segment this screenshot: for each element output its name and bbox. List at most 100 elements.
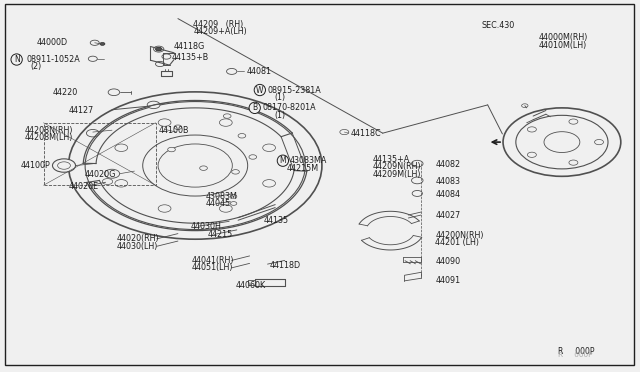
Text: 43083M: 43083M — [206, 192, 238, 201]
Circle shape — [86, 129, 99, 137]
Circle shape — [168, 147, 175, 152]
Text: 44135+A: 44135+A — [372, 155, 410, 164]
Circle shape — [154, 46, 164, 52]
Circle shape — [412, 177, 423, 184]
Text: 44135: 44135 — [264, 216, 289, 225]
Text: SEC.430: SEC.430 — [481, 21, 515, 30]
Circle shape — [158, 119, 171, 126]
Text: 44215: 44215 — [208, 230, 233, 239]
Text: 44208N(RH): 44208N(RH) — [24, 126, 73, 135]
Text: W: W — [256, 86, 264, 94]
Circle shape — [230, 195, 237, 198]
Text: 44209M(LH): 44209M(LH) — [372, 170, 421, 179]
Bar — [44, 123, 156, 185]
Text: 44082: 44082 — [435, 160, 460, 169]
Circle shape — [108, 89, 120, 96]
Text: 44215M: 44215M — [287, 164, 319, 173]
Circle shape — [156, 47, 162, 51]
Text: 44030H: 44030H — [191, 222, 221, 231]
Circle shape — [162, 54, 171, 59]
Text: 44118D: 44118D — [270, 262, 301, 270]
Text: 08170-8201A: 08170-8201A — [262, 103, 316, 112]
Text: 44020E: 44020E — [68, 182, 99, 190]
Circle shape — [104, 169, 120, 178]
Circle shape — [569, 119, 578, 124]
Circle shape — [220, 119, 232, 126]
Circle shape — [156, 61, 164, 67]
Circle shape — [503, 108, 621, 176]
Text: 44027: 44027 — [435, 211, 460, 219]
Text: 44209+A(LH): 44209+A(LH) — [193, 27, 247, 36]
Circle shape — [516, 115, 608, 169]
Text: 44118C: 44118C — [351, 129, 381, 138]
Circle shape — [227, 68, 237, 74]
Circle shape — [174, 125, 182, 129]
Text: R     000P: R 000P — [558, 347, 595, 356]
Circle shape — [230, 202, 237, 205]
Text: N: N — [14, 55, 19, 64]
Text: 44000D: 44000D — [37, 38, 68, 47]
Circle shape — [527, 152, 536, 157]
Circle shape — [68, 92, 322, 239]
Circle shape — [412, 190, 422, 196]
Text: 44220: 44220 — [52, 88, 77, 97]
Circle shape — [238, 134, 246, 138]
Text: 08911-1052A: 08911-1052A — [27, 55, 81, 64]
Text: 44090: 44090 — [435, 257, 460, 266]
Circle shape — [232, 170, 239, 174]
Circle shape — [522, 104, 528, 108]
Text: 08915-2381A: 08915-2381A — [268, 86, 321, 94]
Circle shape — [147, 101, 160, 109]
Text: 44041(RH): 44041(RH) — [192, 256, 234, 265]
Circle shape — [340, 129, 349, 135]
Circle shape — [262, 180, 275, 187]
Circle shape — [143, 135, 248, 196]
Text: 44091: 44091 — [435, 276, 460, 285]
Circle shape — [262, 144, 275, 151]
Text: 44208M(LH): 44208M(LH) — [24, 133, 73, 142]
Text: 44060K: 44060K — [236, 281, 266, 290]
Text: 44030(LH): 44030(LH) — [116, 242, 158, 251]
Circle shape — [527, 127, 536, 132]
Circle shape — [100, 42, 105, 45]
Text: 44201 (LH): 44201 (LH) — [435, 238, 479, 247]
Circle shape — [595, 140, 604, 145]
Text: 44200N(RH): 44200N(RH) — [435, 231, 484, 240]
Text: 44020(RH): 44020(RH) — [116, 234, 159, 243]
Text: 44083: 44083 — [435, 177, 460, 186]
Text: (1): (1) — [274, 93, 285, 102]
Text: 44084: 44084 — [435, 190, 460, 199]
Text: R     000P: R 000P — [558, 352, 593, 358]
Circle shape — [223, 114, 231, 118]
Circle shape — [200, 166, 207, 170]
Text: 44135+B: 44135+B — [172, 53, 209, 62]
Circle shape — [569, 160, 578, 165]
Text: B: B — [252, 103, 257, 112]
Circle shape — [412, 160, 423, 167]
Circle shape — [58, 162, 70, 169]
Text: 44010M(LH): 44010M(LH) — [539, 41, 587, 50]
Text: M: M — [280, 156, 286, 165]
Text: 44127: 44127 — [69, 106, 94, 115]
Circle shape — [90, 40, 99, 45]
Text: 44209N(RH): 44209N(RH) — [372, 162, 421, 171]
Circle shape — [115, 144, 128, 151]
Text: (2): (2) — [31, 62, 42, 71]
Circle shape — [220, 205, 232, 212]
Text: 44081: 44081 — [247, 67, 272, 76]
Circle shape — [115, 180, 128, 187]
Circle shape — [88, 56, 97, 61]
Circle shape — [544, 132, 580, 153]
Text: 44100B: 44100B — [159, 126, 189, 135]
Text: (1): (1) — [274, 111, 285, 120]
Circle shape — [249, 155, 257, 159]
Text: 44000M(RH): 44000M(RH) — [539, 33, 588, 42]
Text: 44209   (RH): 44209 (RH) — [193, 20, 244, 29]
Circle shape — [52, 159, 76, 172]
Circle shape — [158, 205, 171, 212]
Circle shape — [85, 102, 305, 230]
Text: 44100P: 44100P — [20, 161, 50, 170]
Text: 44045: 44045 — [206, 199, 231, 208]
Text: 44051(LH): 44051(LH) — [192, 263, 234, 272]
Circle shape — [102, 179, 113, 185]
